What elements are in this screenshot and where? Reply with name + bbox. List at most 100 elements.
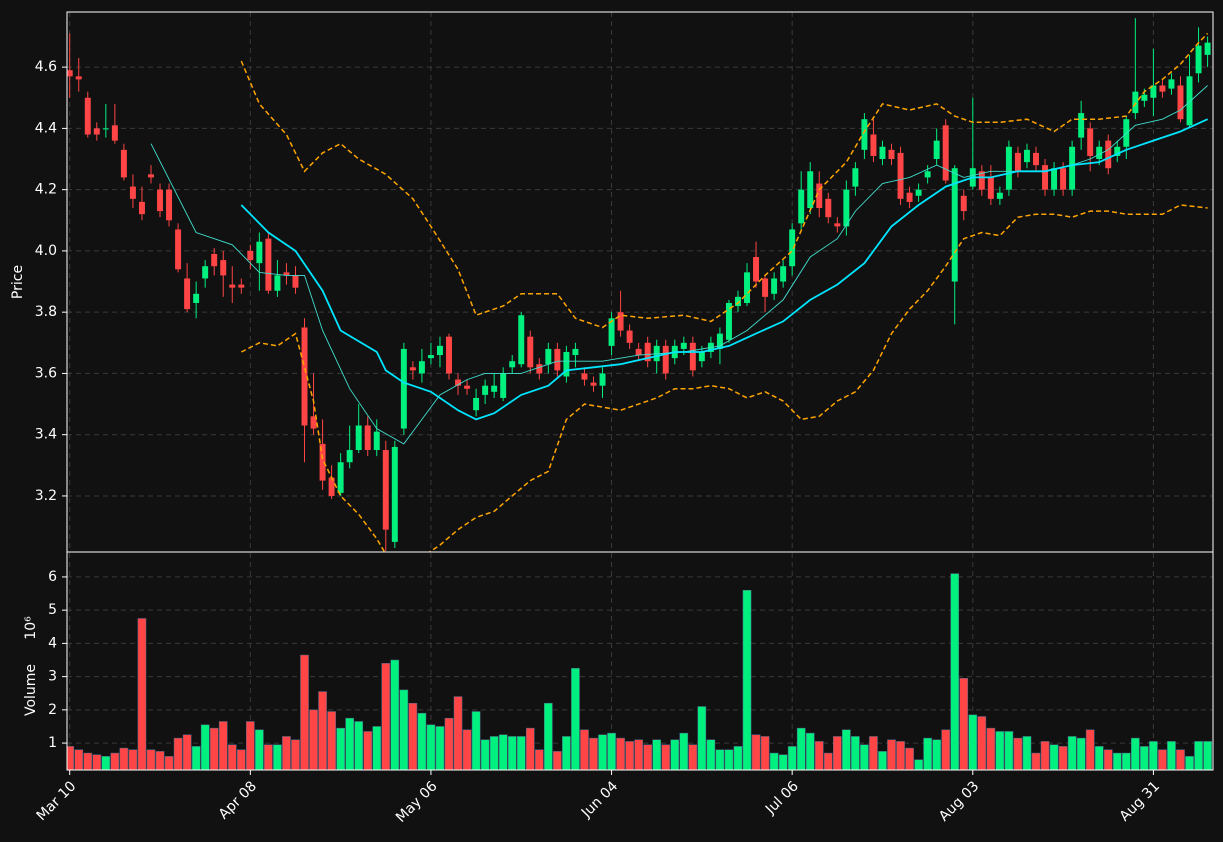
candle-body [138,201,145,215]
volume-bar [534,749,544,770]
candle-body [680,342,687,349]
volume-bar [842,729,851,770]
candle-body [599,373,606,386]
volume-bar [679,732,689,770]
volume-bar [814,741,824,770]
volume-bar [155,751,165,770]
candle-body [418,361,425,374]
volume-bar [724,749,734,770]
volume-bar [787,746,797,770]
candle-body [834,223,841,227]
candle-body [455,379,462,386]
volume-bar [887,739,896,770]
volume-bar [83,752,93,770]
candle-body [1150,85,1157,98]
volume-bar [435,726,445,770]
volume-bar [291,739,300,770]
volume-bar [1112,752,1122,770]
candle-body [725,302,732,340]
volume-bar [399,689,409,770]
candle-body [148,174,154,178]
volume-bar [191,746,201,770]
volume-bar [652,739,662,770]
candle-body [364,425,371,451]
volume-bar [444,717,454,770]
y-tick-label: 3 [48,669,57,685]
candle-body [960,195,967,212]
candle-body [292,275,299,288]
candle-body [1132,91,1139,114]
volume-bar [182,734,192,770]
candle-body [102,128,109,130]
volume-bar [959,678,969,770]
volume-bar [507,736,517,770]
volume-bar [1203,741,1212,770]
candle-body [1159,85,1166,92]
volume-bar [733,746,743,770]
volume-frame [66,551,1214,771]
candle-body [436,345,443,356]
candle-body [274,275,281,291]
volume-bar [381,663,391,770]
volume-bar [1167,741,1176,770]
volume-bar [462,729,472,770]
candle-body [1060,168,1067,190]
volume-bar [796,727,806,770]
volume-bar [544,702,553,770]
candle-body [184,278,191,310]
candle-body [75,76,82,80]
volume-bar [580,729,589,770]
volume-bar [598,734,607,770]
candle-body [382,450,389,530]
candle-body [572,348,579,356]
volume-bar [995,731,1005,770]
overlay-line [240,32,1209,329]
volume-bar [914,759,923,770]
volume-bar [390,659,400,770]
candle-body [1114,146,1121,156]
volume-bar [345,717,354,770]
candle-body [933,140,940,160]
candle-body [1005,146,1012,190]
candle-body [229,284,236,288]
volume-bar [1013,737,1023,770]
candle-body [861,119,868,150]
volume-bar [715,749,725,770]
volume-bar [318,691,327,770]
candle-body [771,278,778,294]
volume-bar [101,756,111,770]
y-tick-label: 4.6 [35,59,57,75]
candle-body [789,229,796,267]
volume-bar [1140,746,1149,770]
y-tick-label: 3.2 [35,488,57,504]
volume-bar [1185,756,1194,770]
volume-bar [851,736,860,770]
candle-body [996,192,1003,199]
volume-bar [209,727,219,770]
volume-bar [823,752,833,770]
candle-body [1051,168,1058,190]
volume-bar [164,756,174,770]
candle-body [879,146,886,160]
volume-bar [489,736,499,770]
volume-bar [372,726,382,770]
candle-body [211,253,218,267]
candle-body [220,260,227,276]
candle-body [716,333,723,349]
volume-bar [363,731,373,770]
volume-bar [336,727,345,770]
candle-body [193,293,200,303]
volume-bar [697,706,707,770]
candle-body [120,149,127,178]
volume-bar [218,721,228,770]
volume-bar [1049,744,1059,770]
volume-bar [264,744,273,770]
candle-body [256,241,263,264]
y-tick-label: 4.0 [35,243,57,259]
candle-body [500,373,507,398]
volume-bar [498,734,508,770]
volume-bar [300,654,309,770]
volume-bar [282,736,291,770]
volume-bar [860,744,869,770]
